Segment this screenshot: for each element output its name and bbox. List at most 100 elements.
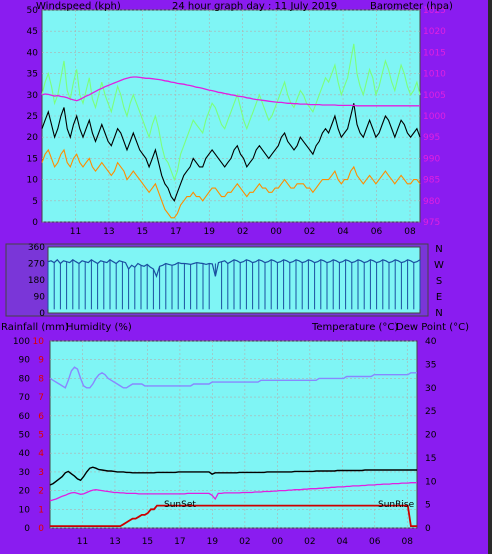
temp-x-tick: 06 xyxy=(369,537,381,547)
temp-x-tick: 04 xyxy=(337,537,349,547)
humidity-axis-title: Humidity (%) xyxy=(66,322,132,333)
rainfall-y-tick: 10 xyxy=(33,337,45,347)
barometer-y-tick: 990 xyxy=(423,154,440,164)
direction-y-tick: 90 xyxy=(34,293,46,303)
barometer-y-tick: 1020 xyxy=(423,27,446,37)
gust-line xyxy=(41,43,421,182)
direction-y-tick: 270 xyxy=(28,260,45,270)
avg_wind-line xyxy=(41,148,421,219)
temperature-y-tick: 40 xyxy=(425,337,437,347)
temp-plot-grid xyxy=(50,340,417,529)
direction-y-tick: 180 xyxy=(28,276,45,286)
wind-y-tick: 10 xyxy=(27,176,39,186)
wind-x-tick: 11 xyxy=(70,227,81,237)
compass-label: N xyxy=(435,308,442,319)
wind-y-tick: 50 xyxy=(27,6,39,16)
rainfall-y-tick: 1 xyxy=(38,505,44,515)
wind-x-tick: 13 xyxy=(103,227,114,237)
temp-x-tick: 11 xyxy=(77,537,88,547)
rainfall-y-tick: 3 xyxy=(38,468,44,478)
temp-x-tick: 13 xyxy=(109,537,120,547)
temp-plot-area xyxy=(49,340,418,529)
right-edge xyxy=(488,0,492,554)
temp-x-tick: 19 xyxy=(207,537,219,547)
sunset-annotation: SunSet xyxy=(164,500,196,510)
temperature-y-tick: 20 xyxy=(425,431,437,441)
wind-y-tick: 30 xyxy=(27,91,39,101)
humidity-line xyxy=(49,366,417,389)
wind-y-tick: 5 xyxy=(32,197,38,207)
temperature-y-tick: 10 xyxy=(425,477,437,487)
humidity-y-tick: 100 xyxy=(13,337,30,347)
wind-y-tick: 15 xyxy=(27,154,38,164)
wind-x-tick: 15 xyxy=(137,227,148,237)
barometer-y-tick: 1010 xyxy=(423,70,446,80)
wind-x-tick: 19 xyxy=(204,227,216,237)
humidity-y-tick: 10 xyxy=(19,505,31,515)
wind-y-tick: 25 xyxy=(27,112,38,122)
direction-plot-ticks: 0 90 180 270 360 xyxy=(28,243,45,319)
barometer-y-tick: 985 xyxy=(423,176,440,186)
temperature-y-tick: 5 xyxy=(425,501,431,511)
compass-label: E xyxy=(436,292,442,303)
temperature-y-tick: 35 xyxy=(425,360,436,370)
temp-plot-series xyxy=(49,366,417,527)
wind-plot-series xyxy=(41,43,421,219)
rainfall-y-tick: 2 xyxy=(38,487,44,497)
temperature-y-tick: 25 xyxy=(425,407,436,417)
rainfall-y-tick: 4 xyxy=(38,449,44,459)
wind-x-tick: 08 xyxy=(404,227,416,237)
wind-plot-ticks: 0510152025303540455097598098599099510001… xyxy=(27,6,447,237)
direction-y-tick: 360 xyxy=(28,243,45,253)
direction-y-tick: 0 xyxy=(39,309,45,319)
humidity-y-tick: 60 xyxy=(19,412,31,422)
humidity-y-tick: 20 xyxy=(19,487,31,497)
wind-x-tick: 02 xyxy=(237,227,248,237)
barometer-y-tick: 995 xyxy=(423,133,440,143)
temp-x-tick: 17 xyxy=(174,537,185,547)
wind-y-tick: 0 xyxy=(32,218,38,228)
humidity-y-tick: 80 xyxy=(19,374,31,384)
wind-x-tick: 06 xyxy=(371,227,383,237)
compass-label: W xyxy=(434,260,444,271)
barometer-y-tick: 980 xyxy=(423,197,440,207)
temperature-y-tick: 30 xyxy=(425,384,437,394)
rainfall-y-tick: 6 xyxy=(38,412,44,422)
wind-line xyxy=(41,103,421,202)
rainfall-line xyxy=(50,504,417,527)
temp-x-tick: 02 xyxy=(304,537,315,547)
temp-x-tick: 15 xyxy=(142,537,153,547)
barometer-line xyxy=(41,76,420,107)
chart-title: 24 hour graph day : 11 July 2019 xyxy=(172,1,337,12)
barometer-y-tick: 975 xyxy=(423,218,440,228)
sunrise-annotation: SunRise xyxy=(378,500,415,510)
wind-x-tick: 02 xyxy=(304,227,315,237)
humidity-y-tick: 40 xyxy=(19,449,31,459)
barometer-axis-title: Barometer (hpa) xyxy=(370,1,453,12)
dew_point-line xyxy=(49,482,417,502)
wind-y-tick: 35 xyxy=(27,70,38,80)
temp-x-tick: 02 xyxy=(239,537,250,547)
barometer-y-tick: 1005 xyxy=(423,91,446,101)
rainfall-y-tick: 8 xyxy=(38,374,44,384)
wind-y-tick: 45 xyxy=(27,27,38,37)
temp-plot-ticks: 0102030405060708090100012345678910051015… xyxy=(13,337,437,547)
barometer-y-tick: 1025 xyxy=(423,6,446,16)
wind-x-tick: 04 xyxy=(337,227,349,237)
humidity-y-tick: 90 xyxy=(19,356,31,366)
rainfall-y-tick: 5 xyxy=(38,431,44,441)
rainfall-y-tick: 9 xyxy=(38,356,44,366)
temperature-line xyxy=(49,466,417,486)
wind-direction-line xyxy=(47,258,421,279)
temperature-y-tick: 15 xyxy=(425,454,436,464)
dew-point-axis-title: Dew Point (°C) xyxy=(396,322,469,333)
compass-label: S xyxy=(436,276,442,287)
wind-y-tick: 20 xyxy=(27,133,39,143)
rainfall-y-tick: 7 xyxy=(38,393,44,403)
humidity-y-tick: 0 xyxy=(24,524,30,534)
barometer-y-tick: 1015 xyxy=(423,48,446,58)
wind-x-tick: 00 xyxy=(270,227,282,237)
compass-label: N xyxy=(435,244,442,255)
